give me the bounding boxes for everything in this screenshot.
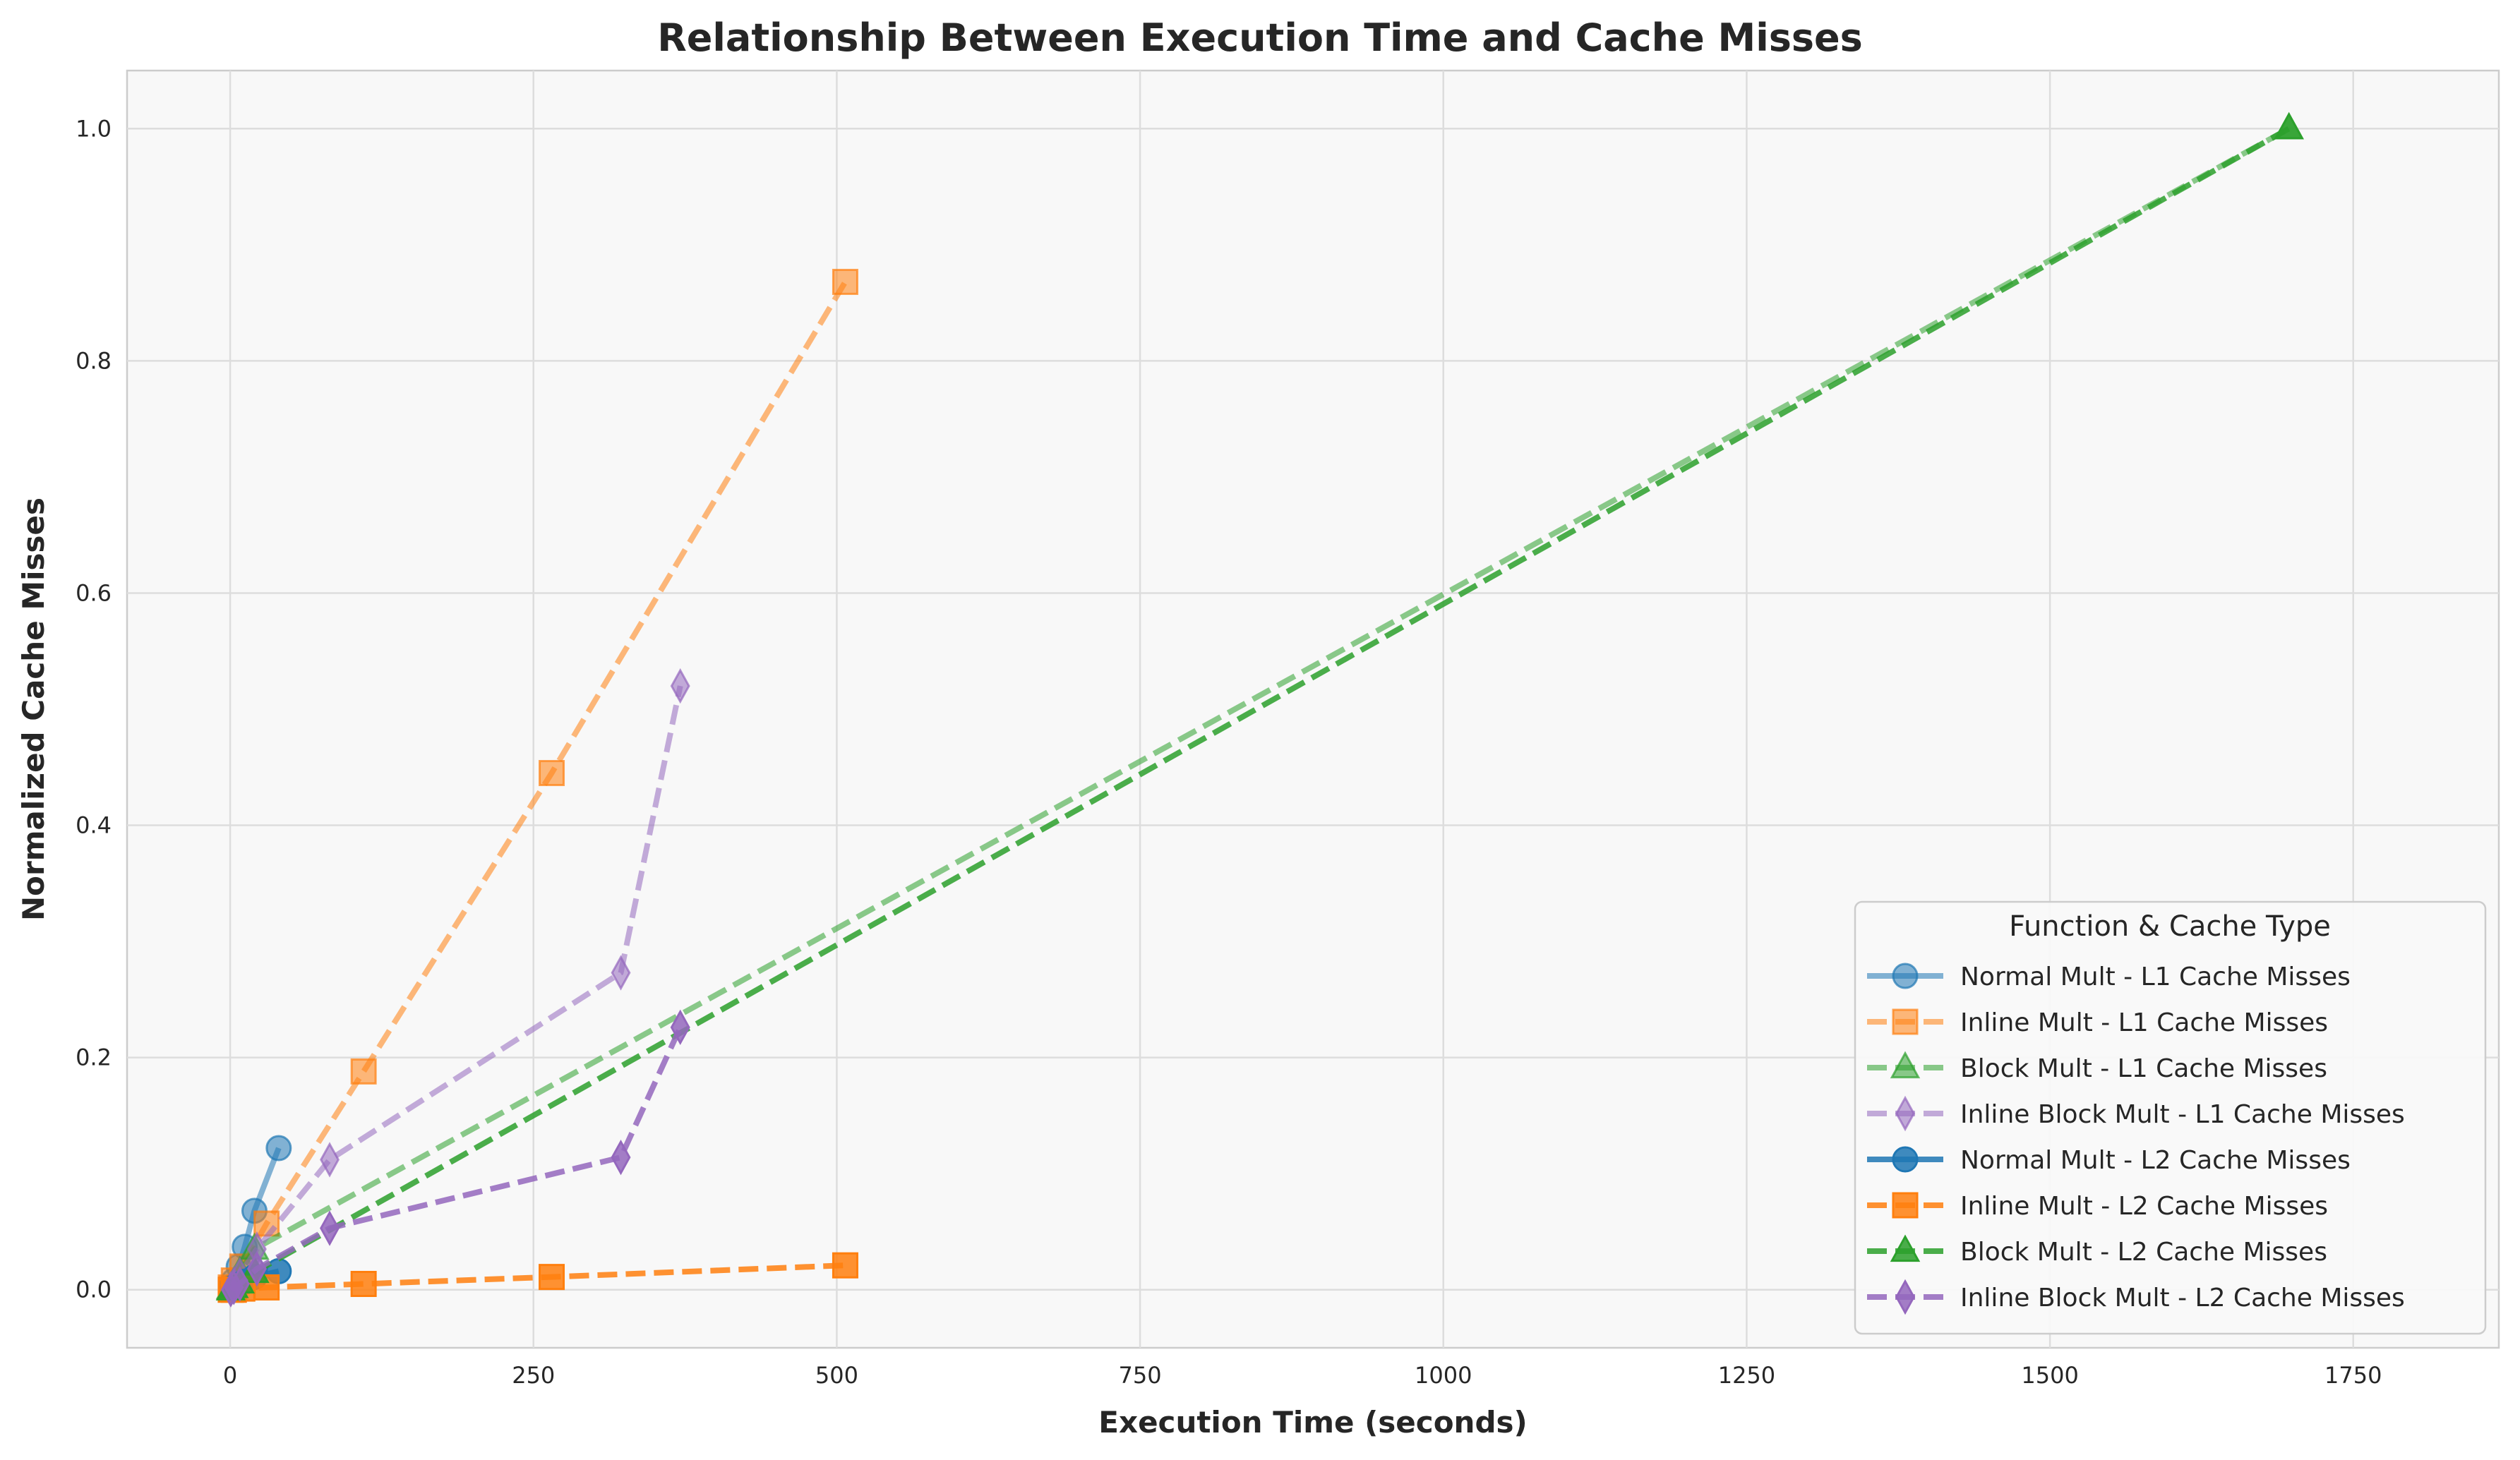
chart-title: Relationship Between Execution Time and …	[657, 16, 1863, 60]
y-tick-label: 0.6	[76, 579, 112, 606]
x-tick-label: 1750	[2324, 1362, 2382, 1389]
y-axis-label: Normalized Cache Misses	[16, 497, 51, 921]
series-8	[220, 1009, 690, 1308]
legend-marker	[1892, 1192, 1919, 1219]
legend-marker	[1895, 1279, 1915, 1315]
y-tick-label: 0.0	[76, 1277, 112, 1303]
legend-entry: Inline Block Mult - L2 Cache Misses	[1867, 1279, 2405, 1315]
x-tick-label: 750	[1119, 1362, 1162, 1389]
x-tick-label: 0	[223, 1362, 237, 1389]
legend-marker	[1892, 1008, 1919, 1035]
legend-label: Block Mult - L2 Cache Misses	[1960, 1238, 2327, 1267]
data-point	[611, 955, 631, 991]
x-tick-label: 1250	[1718, 1362, 1775, 1389]
data-point	[670, 1009, 690, 1046]
y-tick-label: 1.0	[76, 115, 112, 142]
legend-entry: Normal Mult - L1 Cache Misses	[1867, 963, 2351, 991]
legend-label: Inline Mult - L2 Cache Misses	[1960, 1192, 2328, 1221]
y-tick-label: 0.4	[76, 812, 112, 839]
x-tick-label: 500	[815, 1362, 858, 1389]
x-axis-ticks: 0 250 500 750 1000 1250 1500 1750	[223, 1362, 2382, 1389]
legend-marker	[1895, 1095, 1915, 1132]
legend-marker	[1890, 1234, 1921, 1262]
legend: Function & Cache Type Normal Mult - L1 C…	[1854, 900, 2487, 1335]
legend-label: Inline Block Mult - L1 Cache Misses	[1960, 1100, 2405, 1129]
series-layer	[215, 111, 2304, 1308]
legend-entry: Block Mult - L1 Cache Misses	[1867, 1051, 2327, 1083]
legend-marker	[1890, 1051, 1921, 1079]
legend-entry: Inline Block Mult - L1 Cache Misses	[1867, 1095, 2405, 1132]
data-point	[320, 1210, 340, 1246]
legend-title: Function & Cache Type	[2009, 910, 2331, 943]
legend-label: Normal Mult - L1 Cache Misses	[1960, 963, 2351, 991]
legend-entry: Block Mult - L2 Cache Misses	[1867, 1234, 2327, 1267]
x-tick-label: 1000	[1415, 1362, 1472, 1389]
data-point	[350, 1058, 377, 1085]
legend-box	[1854, 900, 2487, 1335]
data-point	[539, 760, 565, 786]
legend-entry: Inline Mult - L1 Cache Misses	[1867, 1008, 2328, 1037]
legend-label: Normal Mult - L2 Cache Misses	[1960, 1146, 2351, 1175]
data-point	[246, 1250, 267, 1287]
x-tick-label: 250	[512, 1362, 555, 1389]
y-tick-label: 0.8	[76, 347, 112, 374]
data-point	[350, 1271, 377, 1297]
legend-marker	[1892, 1146, 1919, 1173]
y-axis-ticks: 0.0 0.2 0.4 0.6 0.8 1.0	[76, 115, 112, 1303]
legend-label: Block Mult - L1 Cache Misses	[1960, 1054, 2327, 1083]
x-axis-label: Execution Time (seconds)	[1098, 1405, 1527, 1440]
legend-entry: Normal Mult - L2 Cache Misses	[1867, 1146, 2351, 1175]
data-point	[229, 1266, 250, 1302]
data-point	[611, 1139, 631, 1176]
legend-marker	[1892, 963, 1919, 989]
data-point	[253, 1210, 280, 1237]
legend-label: Inline Block Mult - L2 Cache Misses	[1960, 1284, 2405, 1313]
data-point	[2274, 111, 2304, 140]
legend-entry: Inline Mult - L2 Cache Misses	[1867, 1192, 2328, 1221]
data-point	[832, 1252, 858, 1279]
x-tick-label: 1500	[2021, 1362, 2078, 1389]
legend-label: Inline Mult - L1 Cache Misses	[1960, 1008, 2328, 1037]
data-point	[265, 1135, 292, 1162]
data-point	[539, 1264, 565, 1291]
y-tick-label: 0.2	[76, 1044, 112, 1071]
data-point	[832, 268, 858, 295]
data-point	[670, 668, 690, 704]
data-point	[320, 1142, 340, 1178]
legend-entries: Normal Mult - L1 Cache Misses Inline Mult…	[1867, 963, 2405, 1315]
